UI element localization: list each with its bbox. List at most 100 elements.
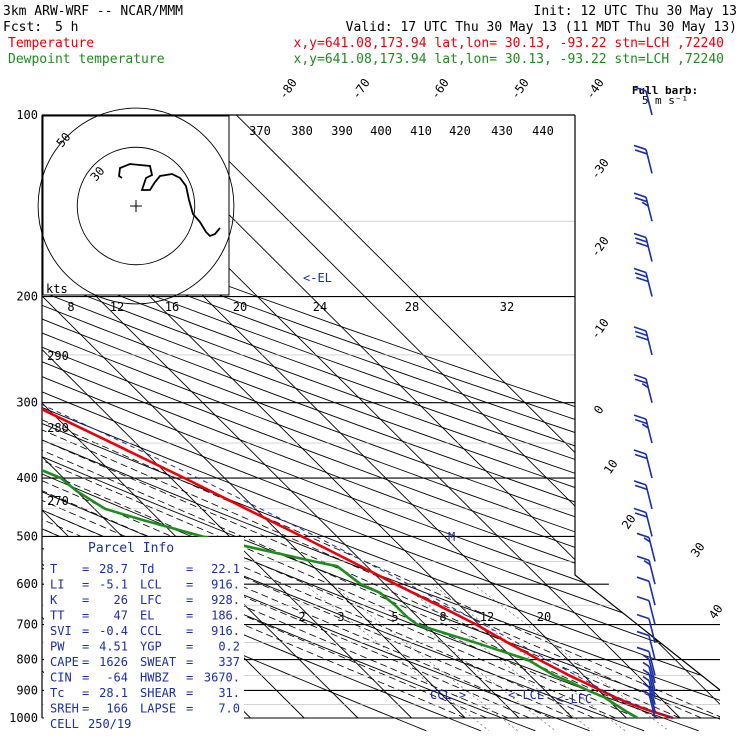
parcel-param-value: 28.7 (99, 562, 128, 576)
m-marker: M (448, 530, 455, 544)
parcel-param-equals: = (186, 609, 193, 623)
parcel-param-value: 1626 (99, 655, 128, 669)
parcel-param-equals: = (82, 609, 89, 623)
wind-barb (636, 576, 656, 606)
wind-barb (633, 507, 653, 537)
wind-barb (636, 595, 656, 625)
parcel-param-value: 916. (211, 624, 240, 638)
moist-adiabat-line (42, 464, 530, 719)
parcel-param-name: CCL (140, 624, 162, 638)
dry-adiabat-line (42, 115, 720, 732)
moist-adiabat-line (42, 431, 573, 719)
dry-adiabat-line (42, 115, 720, 732)
wind-barb (633, 480, 653, 510)
isotherm-line (236, 115, 720, 719)
parcel-param-name: SREH (50, 702, 79, 716)
barb-legend-speed: 5 m s⁻¹ (642, 94, 688, 107)
parcel-param-equals: = (82, 578, 89, 592)
parcel-param-value: 4.51 (99, 640, 128, 654)
moist-adiabat-line (42, 446, 552, 719)
parcel-param-name: K (50, 593, 58, 607)
theta-label: 440 (532, 124, 554, 138)
theta-label: 420 (449, 124, 471, 138)
theta-label: 400 (370, 124, 392, 138)
parcel-param-name: SWEAT (140, 655, 176, 669)
parcel-param-name: PW (50, 640, 65, 654)
mixing-ratio-label: 2 (298, 610, 305, 624)
parcel-param-value: 337 (218, 655, 240, 669)
mixing-ratio-line (331, 583, 518, 732)
parcel-info-box: Parcel Info T = 28.7 Td = 22.1 LI = -5.1 LCL = 916.… (44, 537, 244, 736)
mixing-ratio-label: 8 (67, 300, 74, 314)
wind-barb (633, 86, 653, 116)
wind-barb (642, 661, 656, 691)
mixing-ratio-label: 32 (500, 300, 514, 314)
mixing-ratio-label: 28 (405, 300, 419, 314)
theta-label: 390 (331, 124, 353, 138)
isotherm-line (182, 115, 720, 719)
isotherm-line (42, 115, 466, 719)
pressure-label: 500 (16, 529, 38, 543)
wind-barb (642, 689, 656, 719)
temperature-curve (42, 115, 674, 720)
parcel-param-value: -64 (106, 671, 128, 685)
dry-adiabat-line (42, 115, 720, 732)
pressure-label: 400 (16, 471, 38, 485)
dry-adiabat-line (42, 115, 720, 732)
theta-label: 430 (491, 124, 513, 138)
parcel-param-value: 26 (114, 593, 128, 607)
wind-barb (642, 654, 656, 684)
wind-barb (633, 414, 653, 444)
hodograph-ring (76, 146, 196, 266)
mixing-ratio-label: 3 (337, 610, 344, 624)
hodograph-ring (37, 107, 235, 305)
dry-adiabat-line (42, 115, 720, 732)
lcl-marker: <-LCL (508, 688, 544, 702)
parcel-param-equals: = (82, 624, 89, 638)
isotherm-line (42, 115, 520, 719)
mixing-ratio-label: 12 (110, 300, 124, 314)
wind-barb (636, 532, 656, 562)
mixing-ratio-line (401, 583, 593, 732)
parcel-param-value: 28.1 (99, 686, 128, 700)
parcel-param-value: 3670. (204, 671, 240, 685)
mixing-ratio-label: 12 (480, 610, 494, 624)
hodograph-trace (118, 163, 221, 238)
forecast-hour: 5 h (55, 20, 78, 35)
parcel-param-name: SVI (50, 624, 72, 638)
wind-barb (633, 326, 653, 356)
parcel-param-equals: = (82, 640, 89, 654)
pressure-label: 1000 (9, 711, 38, 725)
isotherm-label: 10 (601, 457, 621, 477)
mixing-ratio-label: 24 (313, 300, 327, 314)
parcel-param-name: YGP (140, 640, 162, 654)
dry-adiabat-line (42, 115, 720, 732)
moist-adiabat-line (42, 302, 720, 719)
wind-barb (633, 449, 653, 479)
pressure-label: 100 (16, 108, 38, 122)
valid-time: Valid: 17 UTC Thu 30 May 13 (11 MDT Thu … (346, 20, 737, 35)
parcel-param-equals: = (186, 593, 193, 607)
wind-barb (633, 373, 653, 403)
theta-label: 370 (249, 124, 271, 138)
dry-adiabat-line (42, 115, 720, 732)
parcel-param-value: 31. (218, 686, 240, 700)
profiles (42, 115, 674, 720)
pressure-label: 900 (16, 683, 38, 697)
parcel-param-name: HWBZ (140, 671, 169, 685)
parcel-param-value: 0.2 (218, 640, 240, 654)
parcel-param-value: 7.0 (218, 702, 240, 716)
parcel-param-name: CAPE (50, 655, 79, 669)
wind-barb (633, 267, 653, 297)
moist-adiabat-line (42, 410, 595, 719)
parcel-curve (42, 277, 674, 719)
parcel-param-equals: = (82, 671, 89, 685)
parcel-param-value: 166 (106, 702, 128, 716)
parcel-param-name: CIN (50, 671, 72, 685)
wind-barb (636, 630, 656, 660)
pressure-label: 600 (16, 577, 38, 591)
parcel-param-name: EL (140, 609, 154, 623)
isotherm-label: -70 (349, 76, 373, 102)
mixing-ratio-label: 20 (233, 300, 247, 314)
